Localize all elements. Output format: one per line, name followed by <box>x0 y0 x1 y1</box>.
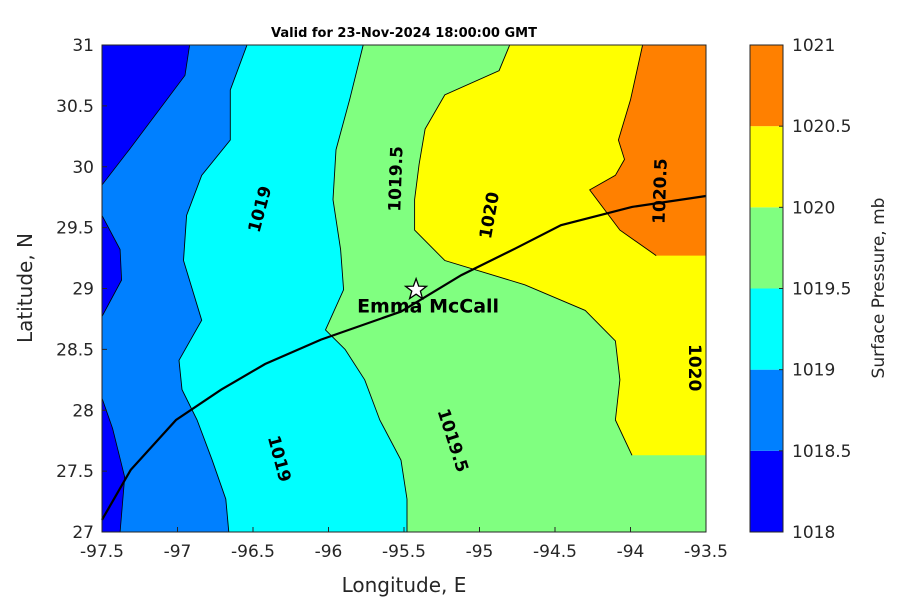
y-tick-label: 31 <box>72 36 94 56</box>
colorbar: 1018 1018.5 1019 1019.5 1020 1020.5 1021 <box>749 36 851 543</box>
colorbar-band <box>750 288 783 370</box>
y-tick-label: 27 <box>72 523 94 543</box>
x-tick-label: -95.5 <box>382 542 426 562</box>
star-icon <box>403 276 429 301</box>
y-tick-label: 29.5 <box>56 219 94 239</box>
x-tick-label: -97 <box>164 542 192 562</box>
contour-label: 1020.5 <box>650 158 672 224</box>
x-tick-label: -96 <box>315 542 343 562</box>
x-axis-label: Longitude, E <box>342 573 467 597</box>
region-1019 <box>102 45 706 532</box>
y-tick-label: 28.5 <box>56 340 94 360</box>
station-marker: Emma McCall <box>357 276 499 318</box>
contour-label: 1019.5 <box>385 146 407 212</box>
y-tick-label: 30.5 <box>56 97 94 117</box>
colorbar-tick-label: 1019.5 <box>792 280 851 300</box>
contour-line-1020 <box>414 44 633 456</box>
coastline <box>101 194 707 521</box>
colorbar-label: Surface Pressure, mb <box>869 198 889 379</box>
colorbar-band <box>750 207 783 289</box>
colorbar-band <box>750 45 783 127</box>
colorbar-band <box>750 369 783 451</box>
y-tick-label: 30 <box>72 158 94 178</box>
contour-line-1019 <box>178 44 248 533</box>
colorbar-band <box>750 450 783 532</box>
x-tick-label: -96.5 <box>231 542 275 562</box>
x-tick-label: -97.5 <box>80 542 124 562</box>
colorbar-tick-label: 1018.5 <box>792 442 851 462</box>
contour-label: 1020 <box>684 344 704 391</box>
contour-line-1020.5 <box>589 44 657 256</box>
contour-fills <box>101 44 706 533</box>
y-tick-label: 28 <box>72 401 94 421</box>
chart-title: Valid for 23-Nov-2024 18:00:00 GMT <box>271 26 537 41</box>
x-tick-label: -94.5 <box>533 542 577 562</box>
x-tick-label: -93.5 <box>684 542 728 562</box>
colorbar-tick-label: 1018 <box>792 523 835 543</box>
y-tick-label: 29 <box>72 280 94 300</box>
region-1018.5 <box>102 45 247 532</box>
y-axis-label: Latitude, N <box>13 233 37 343</box>
contour-line-1019.5 <box>324 44 408 532</box>
y-tick-label: 27.5 <box>56 462 94 482</box>
colorbar-tick-label: 1019 <box>792 361 835 381</box>
colorbar-tick-label: 1021 <box>792 36 835 56</box>
coastline-path <box>101 194 707 521</box>
contour-lines <box>178 44 657 533</box>
y-axis-ticks: 27 27.5 28 28.5 29 29.5 30 30.5 31 <box>56 36 107 543</box>
marker-label: Emma McCall <box>357 296 499 318</box>
x-axis-ticks: -97.5 -97 -96.5 -96 -95.5 -95 -94.5 -94 -93.5 <box>80 527 728 562</box>
colorbar-tick-label: 1020 <box>792 198 835 218</box>
colorbar-tick-label: 1020.5 <box>792 117 851 137</box>
x-tick-label: -94 <box>617 542 645 562</box>
colorbar-band <box>750 126 783 208</box>
x-tick-label: -95 <box>466 542 494 562</box>
